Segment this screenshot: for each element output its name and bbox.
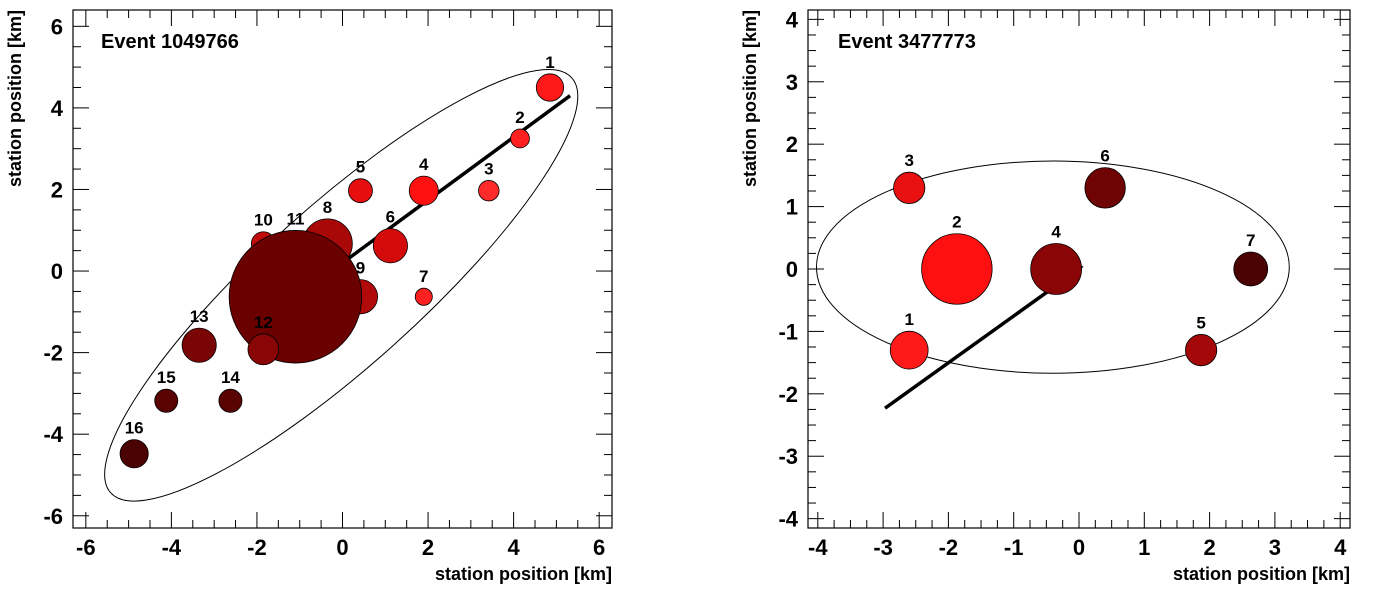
station-label: 9: [356, 259, 365, 278]
station-label: 4: [1051, 223, 1061, 242]
y-axis-label: station position [km]: [5, 10, 25, 187]
x-tick-label: 1: [1138, 535, 1150, 560]
station-label: 15: [157, 368, 176, 387]
fit-ellipse-group: [104, 69, 579, 502]
station-label: 6: [1100, 147, 1109, 166]
station-marker: [348, 178, 373, 204]
y-tick-label: 4: [786, 7, 799, 32]
axis-ticks: -4 -3 -2 -1 0 1 2 3 4 -4 -3 -2 -1 0 1 2 3 4: [778, 7, 1350, 560]
station-label: 14: [221, 368, 240, 387]
station-marker: [1185, 334, 1218, 367]
station-marker: [889, 330, 929, 370]
station-marker: [181, 327, 217, 363]
station-marker: [1030, 243, 1083, 295]
x-tick-label: -6: [76, 535, 96, 560]
panel-event-3477773: -4 -3 -2 -1 0 1 2 3 4 -4 -3 -2 -1 0 1 2 3 4 1 2 3 4 5 6 7 Event…: [740, 7, 1351, 584]
x-tick-label: 2: [422, 535, 434, 560]
station-label: 3: [904, 151, 913, 170]
station-marker: [535, 73, 565, 102]
y-tick-label: -2: [43, 341, 63, 366]
station-label: 7: [419, 267, 428, 286]
station-label: 8: [323, 198, 332, 217]
y-tick-label: -2: [778, 382, 798, 407]
station-marker: [408, 175, 439, 206]
station-label: 13: [190, 307, 209, 326]
x-tick-label: 4: [1334, 535, 1347, 560]
y-tick-label: 6: [51, 14, 63, 39]
station-label: 2: [515, 108, 524, 127]
x-tick-label: -4: [162, 535, 182, 560]
y-tick-label: 4: [51, 96, 64, 121]
station-label: 11: [286, 209, 304, 228]
y-tick-label: 3: [786, 70, 798, 95]
station-label: 4: [419, 155, 429, 174]
x-tick-label: 6: [593, 535, 605, 560]
station-label: 5: [1196, 313, 1205, 332]
x-tick-label: 2: [1203, 535, 1215, 560]
station-marker: [478, 180, 500, 202]
x-tick-label: 4: [507, 535, 520, 560]
y-tick-label: -4: [778, 507, 798, 532]
shower-direction-arrow-line: [884, 272, 1074, 410]
y-tick-label: 0: [786, 257, 798, 282]
panel-title: Event 3477773: [838, 31, 976, 53]
station-marker: [510, 128, 530, 149]
station-marker: [921, 233, 993, 305]
y-tick-label: -6: [43, 504, 63, 529]
x-tick-label: -2: [247, 535, 267, 560]
station-marker: [247, 333, 280, 366]
x-tick-label: -1: [1004, 535, 1024, 560]
x-tick-label: 0: [1073, 535, 1085, 560]
station-marker: [228, 230, 363, 364]
station-label: 6: [386, 208, 395, 227]
y-tick-label: 1: [786, 195, 798, 220]
station-marker: [1084, 167, 1126, 209]
station-label: 10: [254, 211, 273, 230]
station-marker: [414, 287, 433, 306]
y-tick-label: -4: [43, 422, 63, 447]
x-tick-label: -2: [939, 535, 959, 560]
fit-ellipse-group: [815, 160, 1290, 374]
station-marker: [893, 171, 926, 204]
axis-ticks: -6 -4 -2 0 2 4 6 -6 -4 -2 0 2 4 6: [43, 10, 612, 560]
x-tick-label: -3: [873, 535, 893, 560]
stations-group: 1 2 3 4 5 6 7: [889, 147, 1269, 370]
x-tick-label: -4: [808, 535, 828, 560]
station-label: 5: [356, 158, 365, 177]
shower-direction-arrow-line: [337, 94, 572, 268]
y-tick-label: 2: [786, 132, 798, 157]
station-label: 3: [484, 159, 493, 178]
y-axis-label: station position [km]: [740, 10, 760, 187]
fit-ellipse: [815, 160, 1290, 374]
station-marker: [218, 388, 243, 413]
x-tick-label: 3: [1269, 535, 1281, 560]
y-tick-label: 0: [51, 259, 63, 284]
station-label: 7: [1246, 231, 1255, 250]
fit-ellipse: [104, 69, 579, 502]
x-tick-label: 0: [336, 535, 348, 560]
station-marker: [1233, 251, 1269, 287]
station-marker: [119, 439, 149, 469]
station-label: 1: [545, 53, 554, 72]
station-label: 1: [904, 310, 913, 329]
station-label: 16: [125, 419, 144, 438]
station-marker: [154, 388, 179, 413]
station-marker: [372, 228, 408, 264]
y-tick-label: -3: [778, 444, 798, 469]
y-tick-label: -1: [778, 319, 798, 344]
panel-title: Event 1049766: [101, 31, 239, 53]
station-label: 2: [952, 213, 961, 232]
station-label: 12: [254, 313, 273, 332]
x-axis-label: station position [km]: [1173, 564, 1350, 584]
y-tick-label: 2: [51, 177, 63, 202]
x-axis-label: station position [km]: [435, 564, 612, 584]
